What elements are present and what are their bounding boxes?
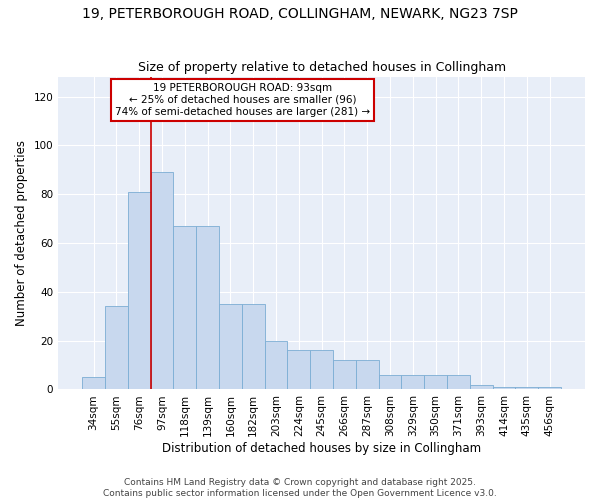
Bar xyxy=(196,226,219,390)
Title: Size of property relative to detached houses in Collingham: Size of property relative to detached ho… xyxy=(137,62,506,74)
Bar xyxy=(105,306,128,390)
Bar xyxy=(515,387,538,390)
X-axis label: Distribution of detached houses by size in Collingham: Distribution of detached houses by size … xyxy=(162,442,481,455)
Bar xyxy=(470,384,493,390)
Y-axis label: Number of detached properties: Number of detached properties xyxy=(15,140,28,326)
Bar xyxy=(242,304,265,390)
Bar xyxy=(447,375,470,390)
Bar xyxy=(493,387,515,390)
Bar xyxy=(310,350,333,390)
Bar xyxy=(379,375,401,390)
Bar xyxy=(401,375,424,390)
Bar xyxy=(356,360,379,390)
Bar xyxy=(173,226,196,390)
Bar xyxy=(128,192,151,390)
Bar xyxy=(424,375,447,390)
Text: 19 PETERBOROUGH ROAD: 93sqm
← 25% of detached houses are smaller (96)
74% of sem: 19 PETERBOROUGH ROAD: 93sqm ← 25% of det… xyxy=(115,84,370,116)
Bar xyxy=(151,172,173,390)
Bar xyxy=(82,378,105,390)
Text: 19, PETERBOROUGH ROAD, COLLINGHAM, NEWARK, NG23 7SP: 19, PETERBOROUGH ROAD, COLLINGHAM, NEWAR… xyxy=(82,8,518,22)
Bar xyxy=(287,350,310,390)
Text: Contains HM Land Registry data © Crown copyright and database right 2025.
Contai: Contains HM Land Registry data © Crown c… xyxy=(103,478,497,498)
Bar xyxy=(333,360,356,390)
Bar xyxy=(265,340,287,390)
Bar xyxy=(538,387,561,390)
Bar xyxy=(219,304,242,390)
